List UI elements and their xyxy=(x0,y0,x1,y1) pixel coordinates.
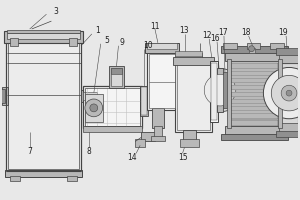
Bar xyxy=(279,123,299,132)
Circle shape xyxy=(85,99,103,117)
Bar xyxy=(280,63,298,124)
Bar xyxy=(223,72,229,108)
Bar xyxy=(83,92,97,100)
Text: 7: 7 xyxy=(27,147,32,156)
Bar xyxy=(109,66,124,88)
Bar xyxy=(231,85,278,90)
Bar xyxy=(279,54,299,63)
Bar xyxy=(180,139,199,147)
Text: 14: 14 xyxy=(128,153,137,162)
Bar xyxy=(147,46,177,110)
Text: 1: 1 xyxy=(95,26,100,35)
Circle shape xyxy=(249,46,254,52)
Circle shape xyxy=(204,74,236,106)
Bar xyxy=(8,43,79,169)
Bar xyxy=(276,131,300,137)
Circle shape xyxy=(271,75,300,111)
Bar xyxy=(231,106,278,111)
Text: 18: 18 xyxy=(241,28,250,37)
Circle shape xyxy=(90,104,98,112)
Bar xyxy=(69,38,77,46)
Circle shape xyxy=(263,67,300,119)
Bar xyxy=(4,31,83,43)
Bar xyxy=(231,71,278,76)
Bar xyxy=(111,68,122,86)
Bar xyxy=(231,99,278,104)
Bar xyxy=(231,92,278,97)
Bar xyxy=(221,134,288,140)
Bar xyxy=(5,170,82,177)
Bar xyxy=(175,51,202,56)
Bar xyxy=(6,41,81,171)
Bar xyxy=(140,86,148,116)
Text: 3: 3 xyxy=(54,7,59,16)
Bar xyxy=(145,43,178,53)
Bar xyxy=(141,132,155,141)
Bar xyxy=(211,63,217,120)
Bar xyxy=(225,51,284,61)
Text: 12: 12 xyxy=(202,31,212,40)
Bar xyxy=(151,136,165,141)
Text: 13: 13 xyxy=(180,26,189,35)
Bar xyxy=(175,61,212,132)
Bar xyxy=(210,61,218,122)
Bar xyxy=(278,59,282,128)
Bar xyxy=(227,59,231,128)
Bar xyxy=(231,63,278,69)
Bar xyxy=(182,130,196,141)
Circle shape xyxy=(281,85,297,101)
Bar xyxy=(247,43,260,49)
Bar xyxy=(221,46,288,53)
Text: 17: 17 xyxy=(218,28,228,37)
Bar xyxy=(111,68,122,74)
Bar xyxy=(83,86,142,128)
Bar xyxy=(135,139,145,147)
Bar xyxy=(85,94,103,122)
Bar xyxy=(83,126,142,132)
Bar xyxy=(7,30,80,33)
Text: 16: 16 xyxy=(210,34,220,43)
Bar xyxy=(10,176,20,181)
Bar xyxy=(231,113,278,119)
Bar xyxy=(229,59,280,128)
Bar xyxy=(177,63,210,130)
Bar xyxy=(231,120,278,126)
Circle shape xyxy=(198,68,242,112)
Bar xyxy=(152,108,164,128)
Bar xyxy=(175,53,202,63)
Bar xyxy=(249,48,254,53)
Bar xyxy=(225,126,284,136)
Bar xyxy=(276,48,300,55)
Bar xyxy=(270,43,284,49)
Bar xyxy=(217,68,223,112)
Bar xyxy=(149,54,175,108)
Text: 9: 9 xyxy=(120,38,125,47)
Bar xyxy=(223,43,237,49)
Bar xyxy=(173,57,214,64)
Bar xyxy=(10,38,18,46)
Bar xyxy=(154,126,162,137)
Bar xyxy=(1,89,5,103)
Bar xyxy=(7,33,80,39)
Bar xyxy=(147,43,177,49)
Text: 5: 5 xyxy=(104,36,109,45)
Text: 15: 15 xyxy=(178,153,188,162)
Text: 11: 11 xyxy=(150,22,160,31)
Bar xyxy=(2,87,8,105)
Circle shape xyxy=(286,90,292,96)
Text: 8: 8 xyxy=(86,147,91,156)
Bar xyxy=(81,90,99,102)
Bar xyxy=(67,176,77,181)
Text: 19: 19 xyxy=(278,28,288,37)
Bar xyxy=(85,88,140,126)
Bar xyxy=(231,78,278,83)
Text: 10: 10 xyxy=(143,41,153,50)
Bar xyxy=(141,87,147,115)
